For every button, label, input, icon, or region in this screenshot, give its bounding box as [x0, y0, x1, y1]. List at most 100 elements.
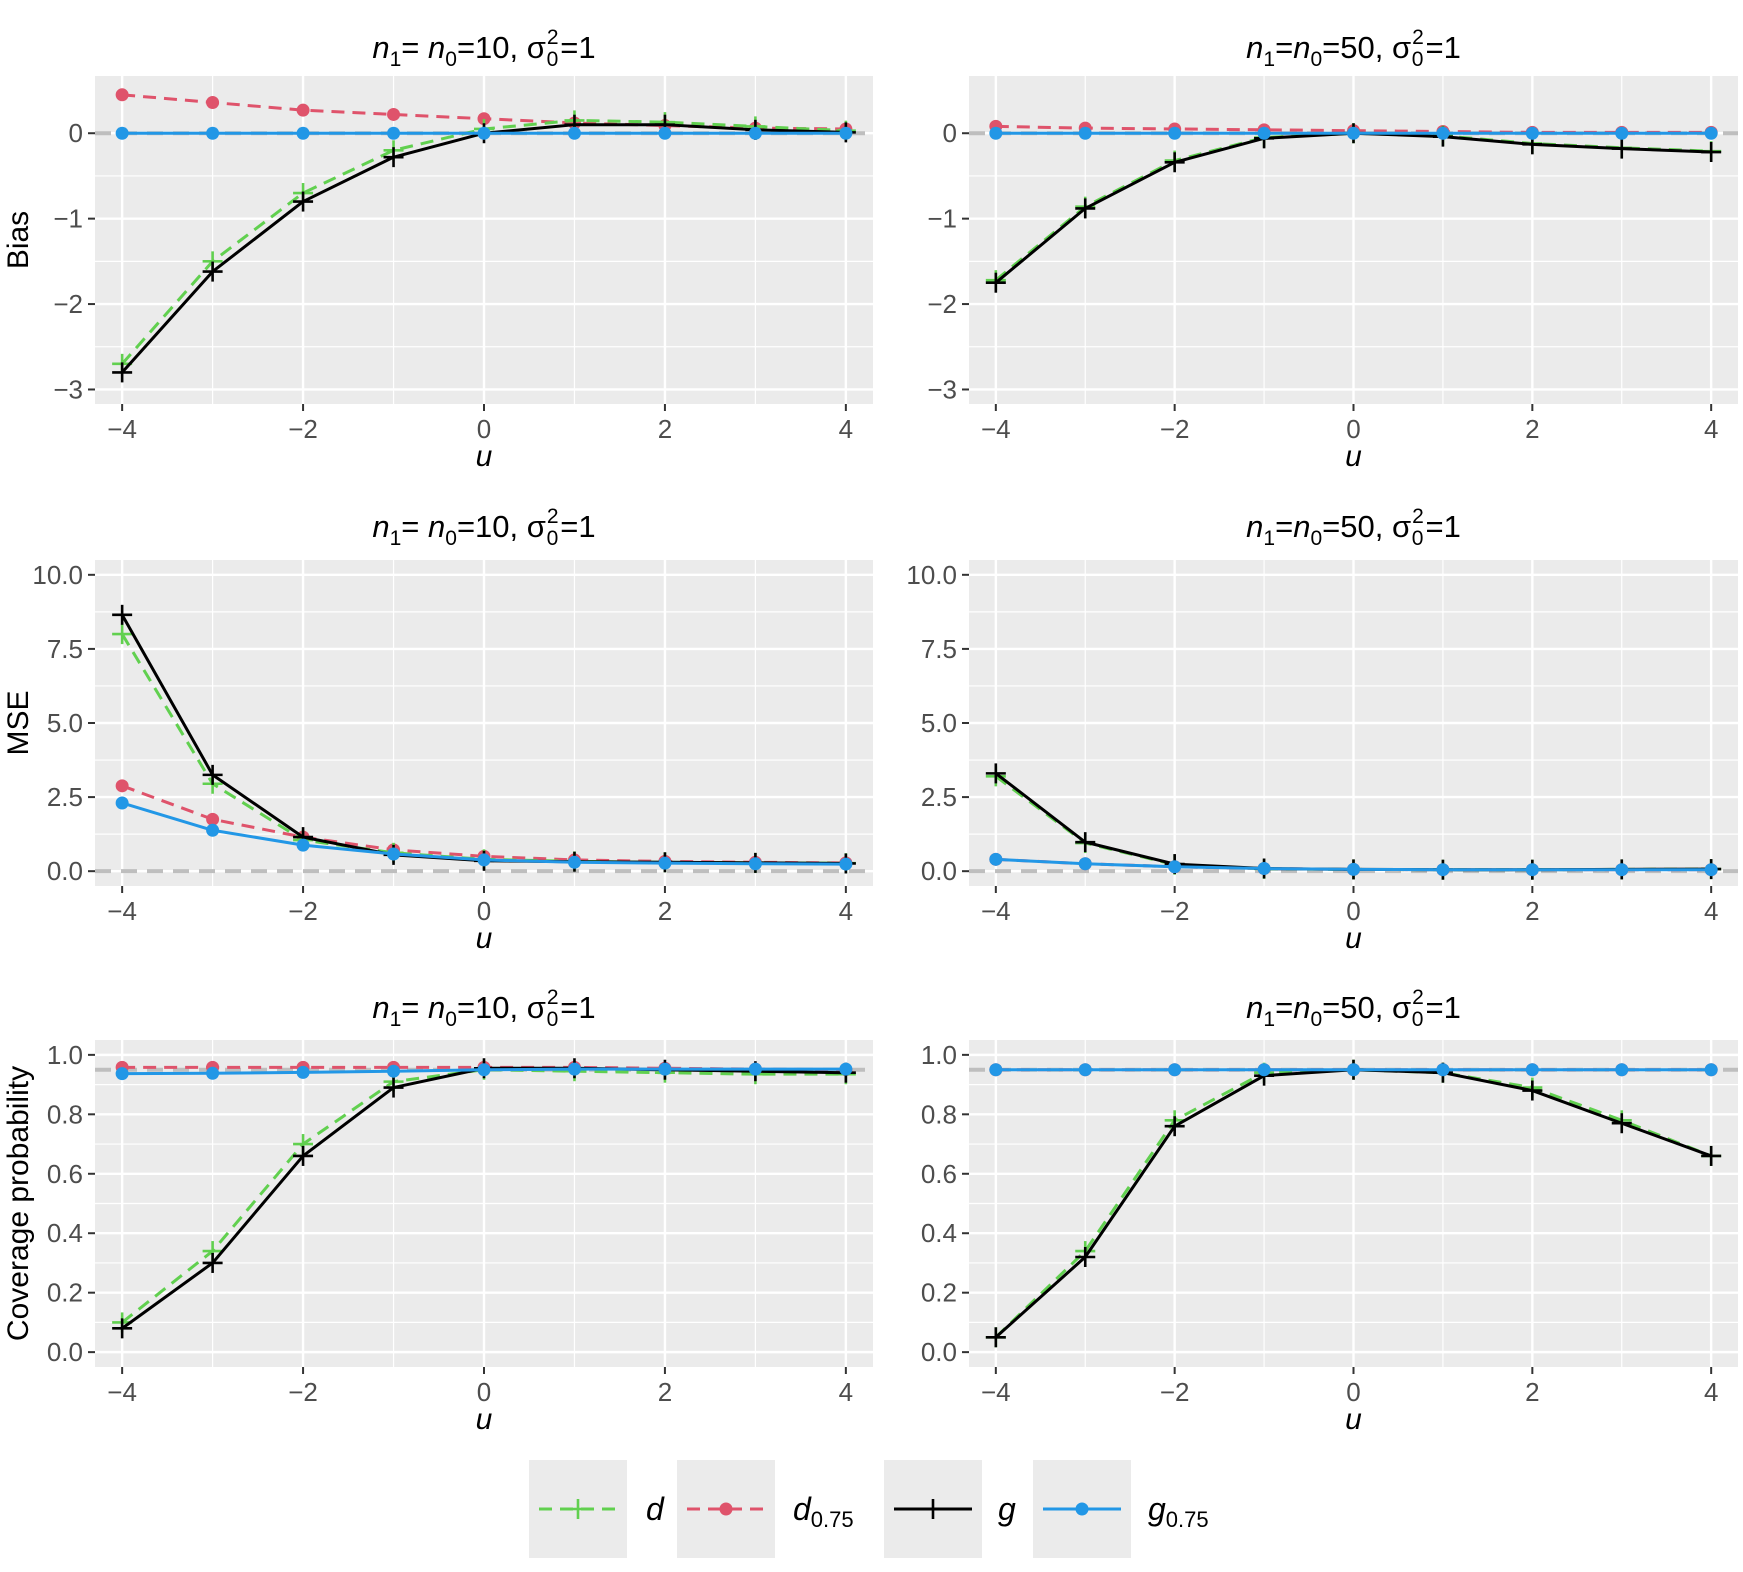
data-point-g075: [989, 1063, 1003, 1077]
data-point-g075: [1078, 126, 1092, 140]
legend-label: g: [998, 1491, 1016, 1527]
data-point-g075: [1704, 126, 1718, 140]
data-point-d075: [115, 779, 129, 793]
y-tick-label: 0.0: [921, 856, 957, 886]
data-point-d075: [387, 107, 401, 121]
data-point-g075: [1436, 863, 1450, 877]
x-tick-label: −4: [981, 1377, 1011, 1407]
data-point-g075: [748, 1062, 762, 1076]
data-point-g: [112, 604, 133, 625]
x-tick-label: 2: [1525, 414, 1539, 444]
data-point-g075: [1257, 862, 1271, 876]
data-point-g: [383, 1077, 404, 1098]
legend-item-g075: g0.75: [1033, 1460, 1209, 1558]
data-point-g075: [989, 126, 1003, 140]
x-tick-label: −2: [288, 896, 318, 926]
x-tick-label: 0: [477, 896, 491, 926]
data-point-g075: [115, 1067, 129, 1081]
legend-item-g: g: [884, 1460, 1016, 1558]
panel-3: 0.0 2.5 5.0 7.5 10.0 −4 −2 0 2 4 u MSE n1= n0=10, σ2…: [2, 505, 873, 955]
x-tick-label: 2: [1525, 1377, 1539, 1407]
y-tick-label: 2.5: [47, 782, 83, 812]
data-point-d075: [115, 88, 129, 102]
y-tick-label: −2: [53, 289, 83, 319]
legend-label: d0.75: [793, 1491, 854, 1532]
data-point-g075: [748, 126, 762, 140]
panel-title: n1= n0=10, σ2 0=1: [372, 26, 595, 71]
data-point-g075: [1525, 126, 1539, 140]
data-point-g075: [1168, 1063, 1182, 1077]
panel-1: −3 −2 −1 0 −4 −2 0 2 4 u Bias n1= n0=10, σ2 0=1: [2, 26, 873, 473]
data-point-g075: [989, 852, 1003, 866]
data-point-g075: [1257, 126, 1271, 140]
x-tick-label: −4: [107, 896, 137, 926]
y-tick-label: 0: [69, 118, 83, 148]
data-point-g075: [1525, 863, 1539, 877]
data-point-g: [1701, 142, 1722, 163]
y-axis-label: Coverage probability: [2, 1066, 35, 1341]
y-tick-label: 0.0: [47, 856, 83, 886]
panel-4: 0.0 2.5 5.0 7.5 10.0 −4 −2 0 2 4 u n1=n0=50, σ2 0=1: [906, 505, 1738, 955]
x-axis-label: u: [476, 1403, 493, 1436]
panel-2: −3 −2 −1 0 −4 −2 0 2 4 u n1=n0=50, σ2 0=1: [927, 26, 1738, 473]
data-point-g075: [477, 853, 491, 867]
y-tick-label: 0.4: [921, 1218, 957, 1248]
data-point-g075: [1615, 1063, 1629, 1077]
y-tick-label: 0.8: [47, 1099, 83, 1129]
data-point-g075: [567, 855, 581, 869]
data-point-g075: [1168, 126, 1182, 140]
x-tick-label: 4: [1704, 414, 1718, 444]
data-point-g075: [1436, 126, 1450, 140]
data-point-d075: [477, 112, 491, 126]
data-point-g075: [115, 126, 129, 140]
x-axis-label: u: [1345, 1403, 1362, 1436]
x-tick-label: 2: [658, 414, 672, 444]
data-point-g075: [839, 857, 853, 871]
x-tick-label: 2: [658, 896, 672, 926]
data-point-g075: [115, 796, 129, 810]
y-tick-label: 2.5: [921, 782, 957, 812]
x-tick-label: −2: [1160, 896, 1190, 926]
data-point-g075: [1257, 1063, 1271, 1077]
data-point-g: [1164, 1116, 1185, 1137]
data-point-g075: [387, 1064, 401, 1078]
data-point-d075: [206, 95, 220, 109]
data-point-g075: [296, 1065, 310, 1079]
data-point-g: [1701, 1145, 1722, 1166]
y-axis-label: Bias: [2, 211, 35, 269]
data-point-g075: [567, 1062, 581, 1076]
data-point-g: [1611, 1113, 1632, 1134]
data-point-g: [383, 147, 404, 168]
data-point-g075: [839, 126, 853, 140]
data-point-g075: [1078, 857, 1092, 871]
data-point-g: [985, 1327, 1006, 1348]
data-point-g075: [387, 847, 401, 861]
y-tick-label: 0.0: [921, 1337, 957, 1367]
y-tick-label: 0.4: [47, 1218, 83, 1248]
data-point-g: [112, 362, 133, 383]
legend-label: d: [646, 1491, 665, 1527]
data-point-g075: [1078, 1063, 1092, 1077]
panel-title: n1= n0=10, σ2 0=1: [372, 986, 595, 1031]
data-point-g075: [658, 126, 672, 140]
y-tick-label: 0.2: [47, 1278, 83, 1308]
x-tick-label: −4: [107, 1377, 137, 1407]
y-tick-label: 7.5: [921, 634, 957, 664]
panel-title: n1=n0=50, σ2 0=1: [1246, 986, 1461, 1031]
panel-6: 0.0 0.2 0.4 0.6 0.8 1.0 −4 −2 0 2 4 u n1=n0=50, σ2 0=…: [921, 986, 1738, 1436]
x-tick-label: 4: [1704, 1377, 1718, 1407]
data-point-g075: [567, 126, 581, 140]
x-tick-label: −4: [107, 414, 137, 444]
panel-5: 0.0 0.2 0.4 0.6 0.8 1.0 −4 −2 0 2 4 u Coverage proba…: [2, 986, 873, 1436]
x-tick-label: 2: [658, 1377, 672, 1407]
panel-title: n1=n0=50, σ2 0=1: [1246, 505, 1461, 550]
x-tick-label: −2: [1160, 414, 1190, 444]
data-point-g: [1075, 198, 1096, 219]
y-tick-label: −3: [53, 374, 83, 404]
y-tick-label: 0.6: [47, 1159, 83, 1189]
y-tick-label: 5.0: [921, 708, 957, 738]
data-point-g: [293, 191, 314, 212]
y-tick-label: 0.6: [921, 1159, 957, 1189]
data-point-g075: [1704, 1063, 1718, 1077]
